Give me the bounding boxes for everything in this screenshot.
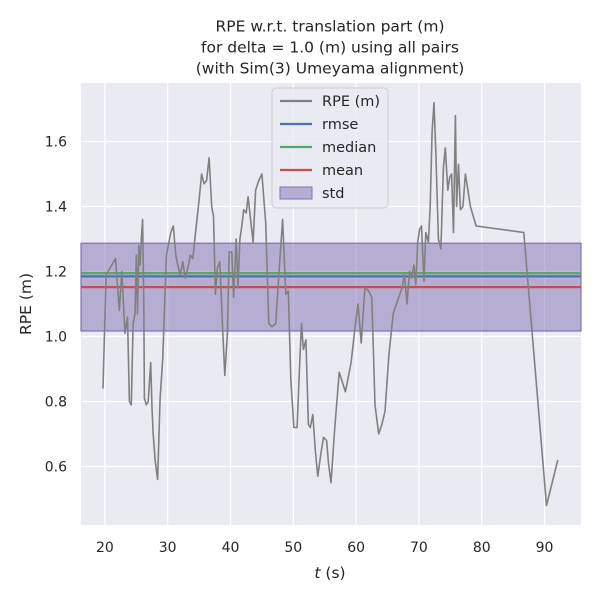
y-tick-label: 0.8 xyxy=(45,395,67,411)
y-tick-label: 0.6 xyxy=(45,460,67,476)
chart-title-line-2: for delta = 1.0 (m) using all pairs xyxy=(201,39,459,57)
x-tick-label: 60 xyxy=(347,540,365,556)
legend-swatch-4 xyxy=(279,186,313,200)
y-tick-label: 1.0 xyxy=(45,330,67,346)
rpe-series-line xyxy=(102,101,559,507)
x-tick-label: 40 xyxy=(222,540,240,556)
x-tick-label: 80 xyxy=(473,540,491,556)
legend-label-1: rmse xyxy=(322,117,358,133)
x-axis-unit: (s) xyxy=(320,564,345,582)
legend-label-0: RPE (m) xyxy=(322,94,380,110)
legend-box xyxy=(271,87,389,209)
y-tick-label: 1.2 xyxy=(45,265,67,281)
x-tick-label: 30 xyxy=(159,540,177,556)
x-tick-label: 20 xyxy=(96,540,114,556)
x-tick-label: 50 xyxy=(284,540,302,556)
x-tick-label: 90 xyxy=(536,540,554,556)
x-tick-label: 70 xyxy=(410,540,428,556)
x-axis-label: t (s) xyxy=(314,564,345,582)
y-tick-labels: 0.6 0.8 1.0 1.2 1.4 1.6 xyxy=(45,135,67,476)
y-axis-label: RPE (m) xyxy=(17,273,35,335)
chart-title-line-1: RPE w.r.t. translation part (m) xyxy=(215,18,444,36)
legend-label-3: mean xyxy=(322,163,363,179)
legend-label-4: std xyxy=(322,186,344,202)
x-tick-labels: 20 30 40 50 60 70 80 90 xyxy=(96,540,554,556)
x-axis-variable: t xyxy=(314,564,321,582)
series-layer xyxy=(102,101,559,507)
legend: RPE (m) rmse median mean std xyxy=(271,87,389,209)
y-tick-label: 1.6 xyxy=(45,135,67,151)
stat-lines-layer xyxy=(81,272,581,289)
y-tick-label: 1.4 xyxy=(45,200,67,216)
chart-title-line-3: (with Sim(3) Umeyama alignment) xyxy=(196,60,465,78)
legend-label-2: median xyxy=(322,140,376,156)
